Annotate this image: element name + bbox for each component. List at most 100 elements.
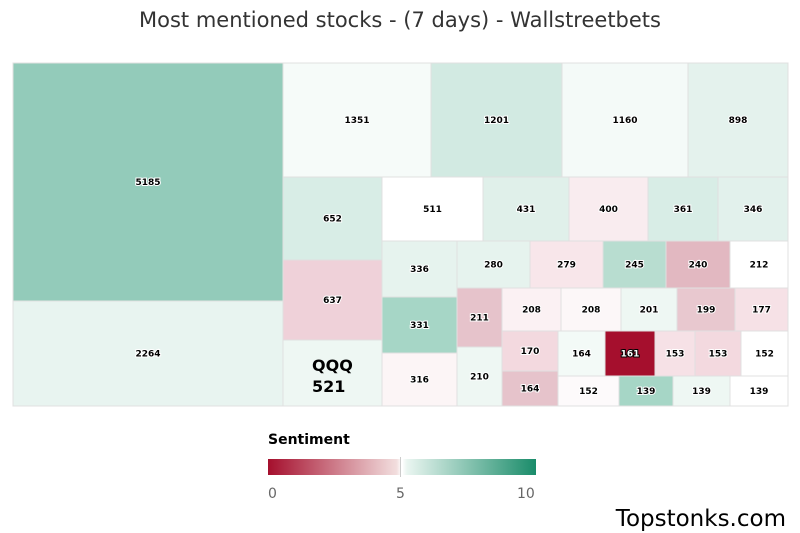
treemap-tile: 139	[618, 375, 674, 407]
treemap-tile: 2264	[12, 300, 284, 407]
treemap-value-label: 177	[752, 306, 771, 316]
treemap-value-label: 164	[572, 350, 591, 360]
treemap-value-label: 199	[697, 306, 716, 316]
treemap-value-label: 208	[582, 306, 601, 316]
treemap-tile-rect	[557, 375, 620, 407]
treemap-tile: 152	[740, 330, 789, 377]
treemap-tile-rect	[282, 176, 383, 261]
treemap-tile: 637	[282, 259, 383, 341]
treemap-value-label: 346	[744, 205, 763, 215]
treemap-value-label: 400	[599, 205, 618, 215]
treemap-tile: 153	[654, 330, 696, 377]
treemap-tile-rect	[381, 296, 458, 354]
treemap-tile: 211	[456, 287, 503, 348]
treemap-value-label: 1160	[612, 116, 637, 126]
treemap-tile-rect	[282, 339, 383, 407]
legend-tick-min: 0	[268, 486, 277, 502]
treemap-tile: 336	[381, 240, 458, 298]
treemap-tile-rect	[381, 352, 458, 407]
treemap-value-label: 201	[640, 306, 659, 316]
treemap-tile: 212	[729, 240, 789, 289]
treemap-value-label: 521	[312, 377, 345, 396]
treemap-tile: 170	[501, 330, 559, 372]
treemap-value-label: 152	[755, 350, 774, 360]
legend-title: Sentiment	[268, 432, 350, 448]
treemap-value-label: 161	[621, 350, 640, 360]
treemap-tile-rect	[557, 330, 606, 377]
treemap-tile: 1160	[561, 62, 689, 178]
treemap-value-label: 210	[470, 373, 489, 383]
treemap-tile-rect	[740, 330, 789, 377]
chart-title: Most mentioned stocks - (7 days) - Walls…	[139, 8, 661, 32]
treemap-tile-rect	[501, 330, 559, 372]
legend-midpoint-marker	[400, 457, 403, 477]
treemap-tile: 898	[687, 62, 789, 178]
treemap-value-label: 164	[521, 385, 540, 395]
treemap-tile-rect	[456, 240, 531, 289]
treemap-value-label: 152	[579, 387, 598, 397]
treemap-tile: 208	[501, 287, 562, 332]
legend-tick-mid: 5	[396, 486, 405, 502]
treemap-value-label: 139	[750, 387, 769, 397]
treemap-tile: 208	[560, 287, 622, 332]
treemap-tile: 5185	[12, 62, 284, 302]
treemap-tile: 652	[282, 176, 383, 261]
treemap-tile: 279	[529, 240, 604, 289]
treemap-value-label: 431	[517, 205, 536, 215]
treemap-value-label: 139	[692, 387, 711, 397]
treemap-tile: 1351	[282, 62, 432, 178]
treemap-tile-rect	[501, 287, 562, 332]
treemap-tile-rect	[560, 287, 622, 332]
treemap-tile: 346	[717, 176, 789, 242]
treemap-tile: 1201	[430, 62, 563, 178]
treemap-tile-rect	[456, 346, 503, 407]
treemap-tile: 164	[501, 370, 559, 407]
treemap-tile: 361	[647, 176, 719, 242]
treemap-tile-rect	[618, 375, 674, 407]
treemap-value-label: 153	[709, 350, 728, 360]
legend-tick-max: 10	[517, 486, 535, 502]
treemap-tile: 240	[665, 240, 731, 289]
treemap-tile-rect	[381, 240, 458, 298]
treemap-tile-rect	[729, 240, 789, 289]
treemap-value-label: 279	[557, 261, 576, 271]
treemap-tile: 139	[729, 375, 789, 407]
treemap-tile: 210	[456, 346, 503, 407]
treemap-value-label: 637	[323, 296, 342, 306]
treemap-tile: 161	[604, 330, 656, 377]
treemap-tile: 177	[734, 287, 789, 332]
treemap-tile: 201	[620, 287, 678, 332]
treemap-tile-rect	[717, 176, 789, 242]
treemap-value-label: 336	[410, 265, 429, 275]
treemap-ticker-label: QQQ	[312, 356, 353, 375]
treemap-tile-rect	[381, 176, 484, 242]
treemap-value-label: 139	[637, 387, 656, 397]
treemap-value-label: 5185	[135, 178, 160, 188]
treemap-tile-rect	[729, 375, 789, 407]
treemap-value-label: 211	[470, 314, 489, 324]
treemap-tile: 331	[381, 296, 458, 354]
treemap-tile-rect	[456, 287, 503, 348]
treemap-tile-rect	[282, 259, 383, 341]
treemap-value-label: 153	[666, 350, 685, 360]
treemap-tile: 139	[672, 375, 731, 407]
treemap-value-label: 511	[423, 205, 442, 215]
treemap-value-label: 240	[689, 261, 708, 271]
treemap-tile: 245	[602, 240, 667, 289]
treemap-value-label: 1351	[344, 116, 369, 126]
treemap-tile-rect	[282, 62, 432, 178]
treemap-value-label: 212	[750, 261, 769, 271]
treemap-value-label: 208	[522, 306, 541, 316]
treemap-tile-rect	[672, 375, 731, 407]
treemap-tile-rect	[12, 300, 284, 407]
treemap-tile: 152	[557, 375, 620, 407]
treemap-tile: 164	[557, 330, 606, 377]
treemap-tile-rect	[734, 287, 789, 332]
treemap-tile: 153	[694, 330, 742, 377]
treemap-tile: 511	[381, 176, 484, 242]
treemap-tile-rect	[12, 62, 284, 302]
brand-watermark: Topstonks.com	[615, 506, 786, 532]
treemap-tile-rect	[665, 240, 731, 289]
treemap-tile: 316	[381, 352, 458, 407]
